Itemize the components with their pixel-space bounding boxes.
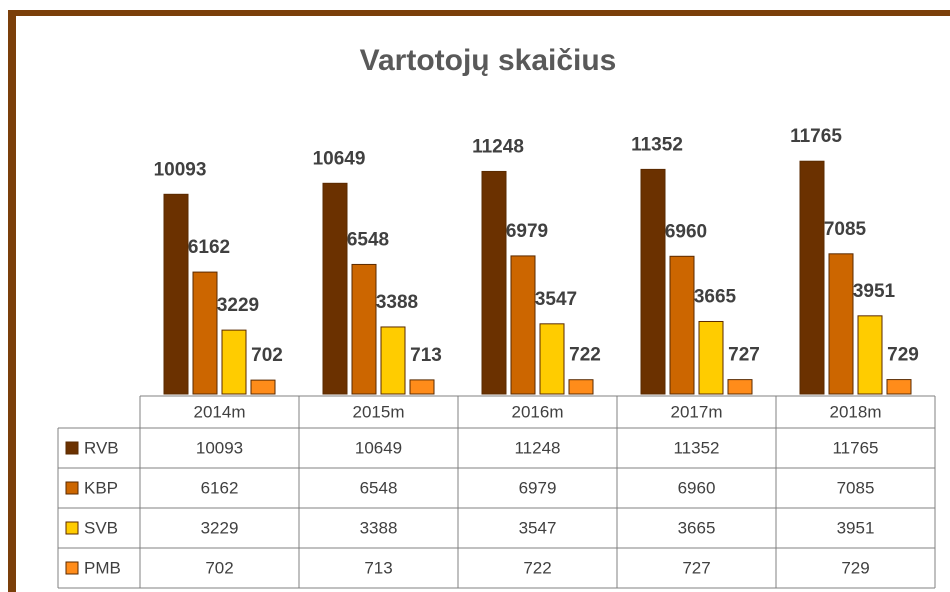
bar — [698, 320, 724, 395]
x-tick-label: 2018m — [830, 402, 882, 421]
table-cell: 3388 — [360, 518, 398, 537]
table-cell: 6979 — [519, 478, 557, 497]
x-tick-label: 2015m — [353, 402, 405, 421]
bar — [886, 379, 912, 395]
x-tick-label: 2017m — [671, 402, 723, 421]
x-tick-label: 2016m — [512, 402, 564, 421]
data-label: 3229 — [217, 295, 259, 316]
table-cell: 3229 — [201, 518, 239, 537]
data-label: 3388 — [376, 292, 418, 313]
table-cell: 722 — [523, 558, 551, 577]
x-tick-label: 2014m — [194, 402, 246, 421]
data-label: 10093 — [154, 159, 207, 180]
bar — [568, 379, 594, 395]
table-cell: 3665 — [678, 518, 716, 537]
legend-swatch — [65, 521, 79, 535]
table-cell: 10649 — [355, 438, 402, 457]
frame-left — [8, 10, 16, 592]
table-cell: 713 — [364, 558, 392, 577]
table-cell: 10093 — [196, 438, 243, 457]
data-label: 6162 — [188, 237, 230, 258]
data-label: 3547 — [535, 289, 577, 310]
legend-label: PMB — [84, 558, 121, 577]
table-cell: 729 — [841, 558, 869, 577]
bar — [322, 182, 348, 395]
data-label: 10649 — [313, 148, 366, 169]
table-cell: 11352 — [673, 438, 719, 457]
legend-swatch — [65, 441, 79, 455]
data-label: 3665 — [694, 287, 737, 308]
table-cell: 6548 — [360, 478, 398, 497]
bar — [727, 379, 753, 395]
legend-label: KBP — [84, 478, 118, 497]
data-label: 11248 — [472, 136, 524, 157]
table-cell: 11248 — [514, 438, 560, 457]
data-label: 713 — [410, 345, 442, 366]
data-label: 702 — [251, 345, 283, 366]
data-label: 6979 — [506, 221, 548, 242]
table-cell: 7085 — [837, 478, 875, 497]
table-cell: 3547 — [519, 518, 557, 537]
bar — [828, 253, 854, 395]
bar — [250, 379, 276, 395]
legend-swatch — [65, 561, 79, 575]
bar — [221, 329, 247, 395]
table-cell: 11765 — [832, 438, 878, 457]
bar — [163, 193, 189, 395]
bar — [481, 170, 507, 395]
bar — [640, 168, 666, 395]
data-label: 6548 — [347, 229, 389, 250]
table-cell: 6960 — [678, 478, 716, 497]
bar — [799, 160, 825, 395]
bar — [409, 379, 435, 395]
legend-label: SVB — [84, 518, 118, 537]
table-cell: 727 — [682, 558, 710, 577]
data-label: 6960 — [665, 221, 707, 242]
bar — [857, 315, 883, 395]
legend-swatch — [65, 481, 79, 495]
data-label: 729 — [887, 345, 919, 366]
bar — [351, 263, 377, 395]
table-cell: 6162 — [201, 478, 239, 497]
chart-title: Vartotojų skaičius — [360, 44, 617, 77]
data-label: 727 — [728, 345, 760, 366]
data-label: 11352 — [631, 134, 683, 155]
bar — [380, 326, 406, 395]
table-cell: 3951 — [837, 518, 875, 537]
bar — [669, 255, 695, 395]
legend-label: RVB — [84, 438, 119, 457]
data-label: 3951 — [853, 281, 896, 302]
data-label: 11765 — [790, 126, 842, 147]
data-label: 7085 — [824, 219, 867, 240]
bar — [539, 323, 565, 395]
bar — [510, 255, 536, 395]
data-label: 722 — [569, 345, 601, 366]
frame-top — [8, 10, 950, 16]
table-cell: 702 — [205, 558, 233, 577]
bar — [192, 271, 218, 395]
